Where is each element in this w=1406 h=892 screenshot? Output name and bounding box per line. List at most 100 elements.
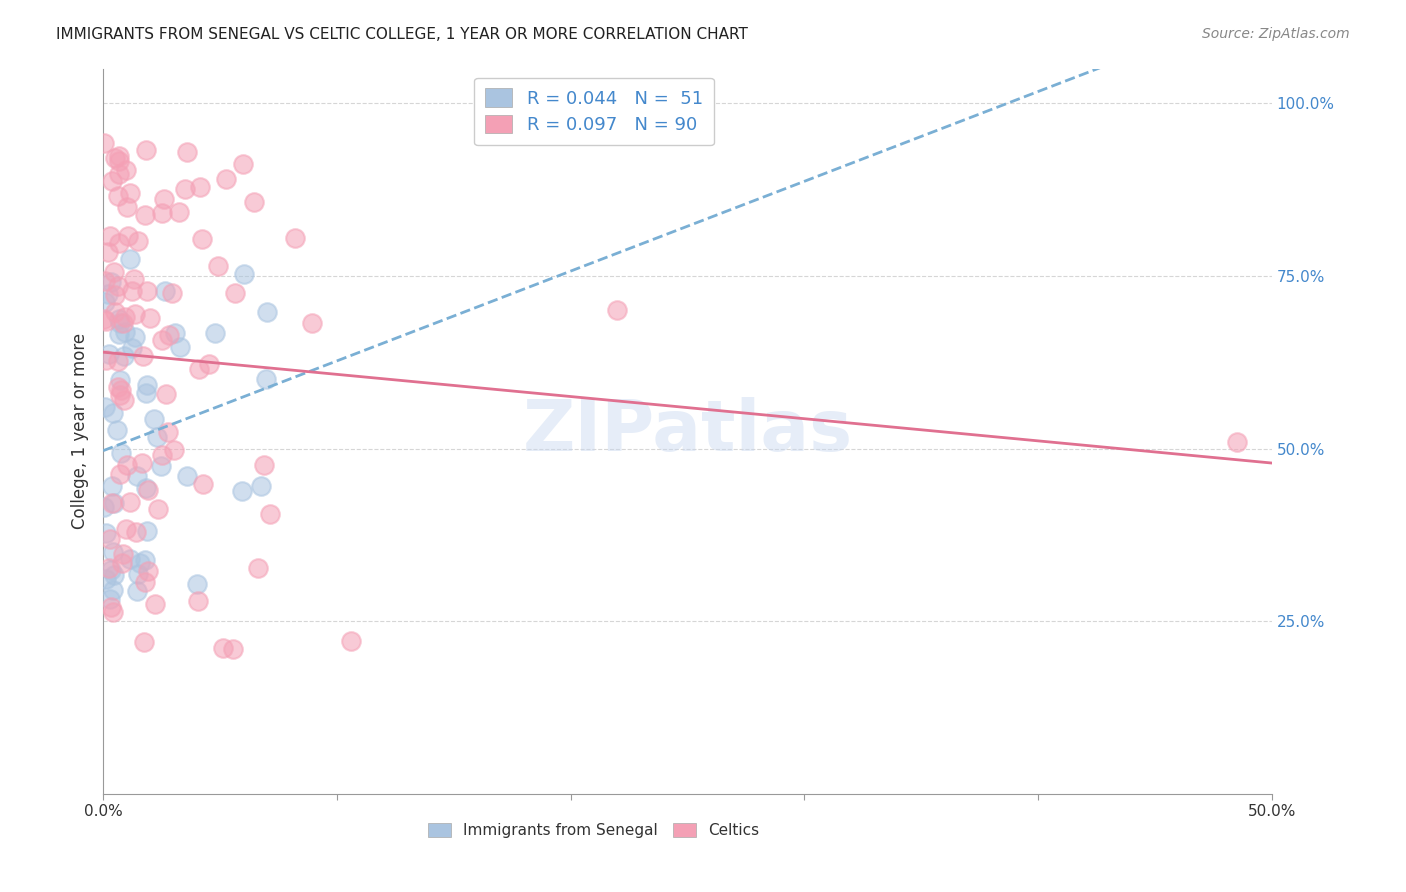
- Point: [231, 484, 253, 499]
- Point: [108, 311, 131, 326]
- Point: [135, 144, 157, 158]
- Point: [187, 593, 209, 607]
- Point: [114, 163, 136, 178]
- Point: [100, 563, 122, 577]
- Point: [136, 284, 159, 298]
- Point: [101, 545, 124, 559]
- Point: [212, 640, 235, 655]
- Point: [110, 384, 132, 398]
- Point: [107, 279, 129, 293]
- Point: [247, 560, 270, 574]
- Point: [121, 341, 143, 355]
- Point: [131, 456, 153, 470]
- Point: [118, 186, 141, 200]
- Point: [108, 154, 131, 169]
- Point: [101, 479, 124, 493]
- Point: [103, 496, 125, 510]
- Point: [134, 574, 156, 589]
- Text: Source: ZipAtlas.com: Source: ZipAtlas.com: [1202, 27, 1350, 41]
- Point: [232, 157, 254, 171]
- Point: [110, 445, 132, 459]
- Point: [115, 458, 138, 472]
- Point: [125, 469, 148, 483]
- Point: [94, 353, 117, 368]
- Point: [124, 330, 146, 344]
- Point: [104, 152, 127, 166]
- Point: [139, 310, 162, 325]
- Point: [100, 600, 122, 615]
- Point: [1226, 434, 1249, 449]
- Point: [197, 357, 219, 371]
- Point: [191, 232, 214, 246]
- Point: [174, 181, 197, 195]
- Point: [108, 149, 131, 163]
- Point: [253, 458, 276, 472]
- Point: [108, 235, 131, 250]
- Point: [163, 326, 186, 340]
- Point: [112, 316, 135, 330]
- Point: [108, 388, 131, 402]
- Point: [104, 304, 127, 318]
- Point: [215, 172, 238, 186]
- Point: [111, 557, 134, 571]
- Point: [97, 561, 120, 575]
- Point: [188, 361, 211, 376]
- Point: [249, 479, 271, 493]
- Point: [101, 406, 124, 420]
- Point: [101, 174, 124, 188]
- Point: [122, 271, 145, 285]
- Point: [152, 193, 174, 207]
- Y-axis label: College, 1 year or more: College, 1 year or more: [72, 334, 89, 529]
- Point: [146, 430, 169, 444]
- Point: [107, 188, 129, 202]
- Point: [142, 412, 165, 426]
- Point: [93, 500, 115, 514]
- Point: [135, 481, 157, 495]
- Point: [97, 244, 120, 259]
- Point: [176, 469, 198, 483]
- Point: [94, 274, 117, 288]
- Point: [93, 136, 115, 150]
- Point: [132, 349, 155, 363]
- Point: [118, 252, 141, 267]
- Point: [114, 349, 136, 363]
- Point: [115, 200, 138, 214]
- Point: [169, 341, 191, 355]
- Point: [103, 567, 125, 582]
- Point: [155, 387, 177, 401]
- Point: [115, 522, 138, 536]
- Point: [94, 295, 117, 310]
- Point: [224, 286, 246, 301]
- Point: [157, 425, 180, 439]
- Point: [138, 564, 160, 578]
- Point: [96, 314, 118, 328]
- Point: [146, 501, 169, 516]
- Point: [93, 312, 115, 326]
- Point: [108, 167, 131, 181]
- Point: [124, 307, 146, 321]
- Point: [132, 635, 155, 649]
- Point: [176, 145, 198, 160]
- Point: [127, 234, 149, 248]
- Point: [186, 576, 208, 591]
- Point: [105, 423, 128, 437]
- Point: [96, 572, 118, 586]
- Point: [114, 326, 136, 340]
- Point: [134, 208, 156, 222]
- Point: [121, 284, 143, 298]
- Point: [301, 316, 323, 330]
- Point: [118, 495, 141, 509]
- Point: [112, 392, 135, 407]
- Point: [107, 380, 129, 394]
- Point: [120, 552, 142, 566]
- Point: [232, 267, 254, 281]
- Point: [111, 547, 134, 561]
- Point: [222, 642, 245, 657]
- Point: [108, 316, 131, 330]
- Point: [134, 553, 156, 567]
- Point: [100, 496, 122, 510]
- Point: [167, 204, 190, 219]
- Point: [94, 400, 117, 414]
- Point: [606, 303, 628, 318]
- Point: [150, 448, 173, 462]
